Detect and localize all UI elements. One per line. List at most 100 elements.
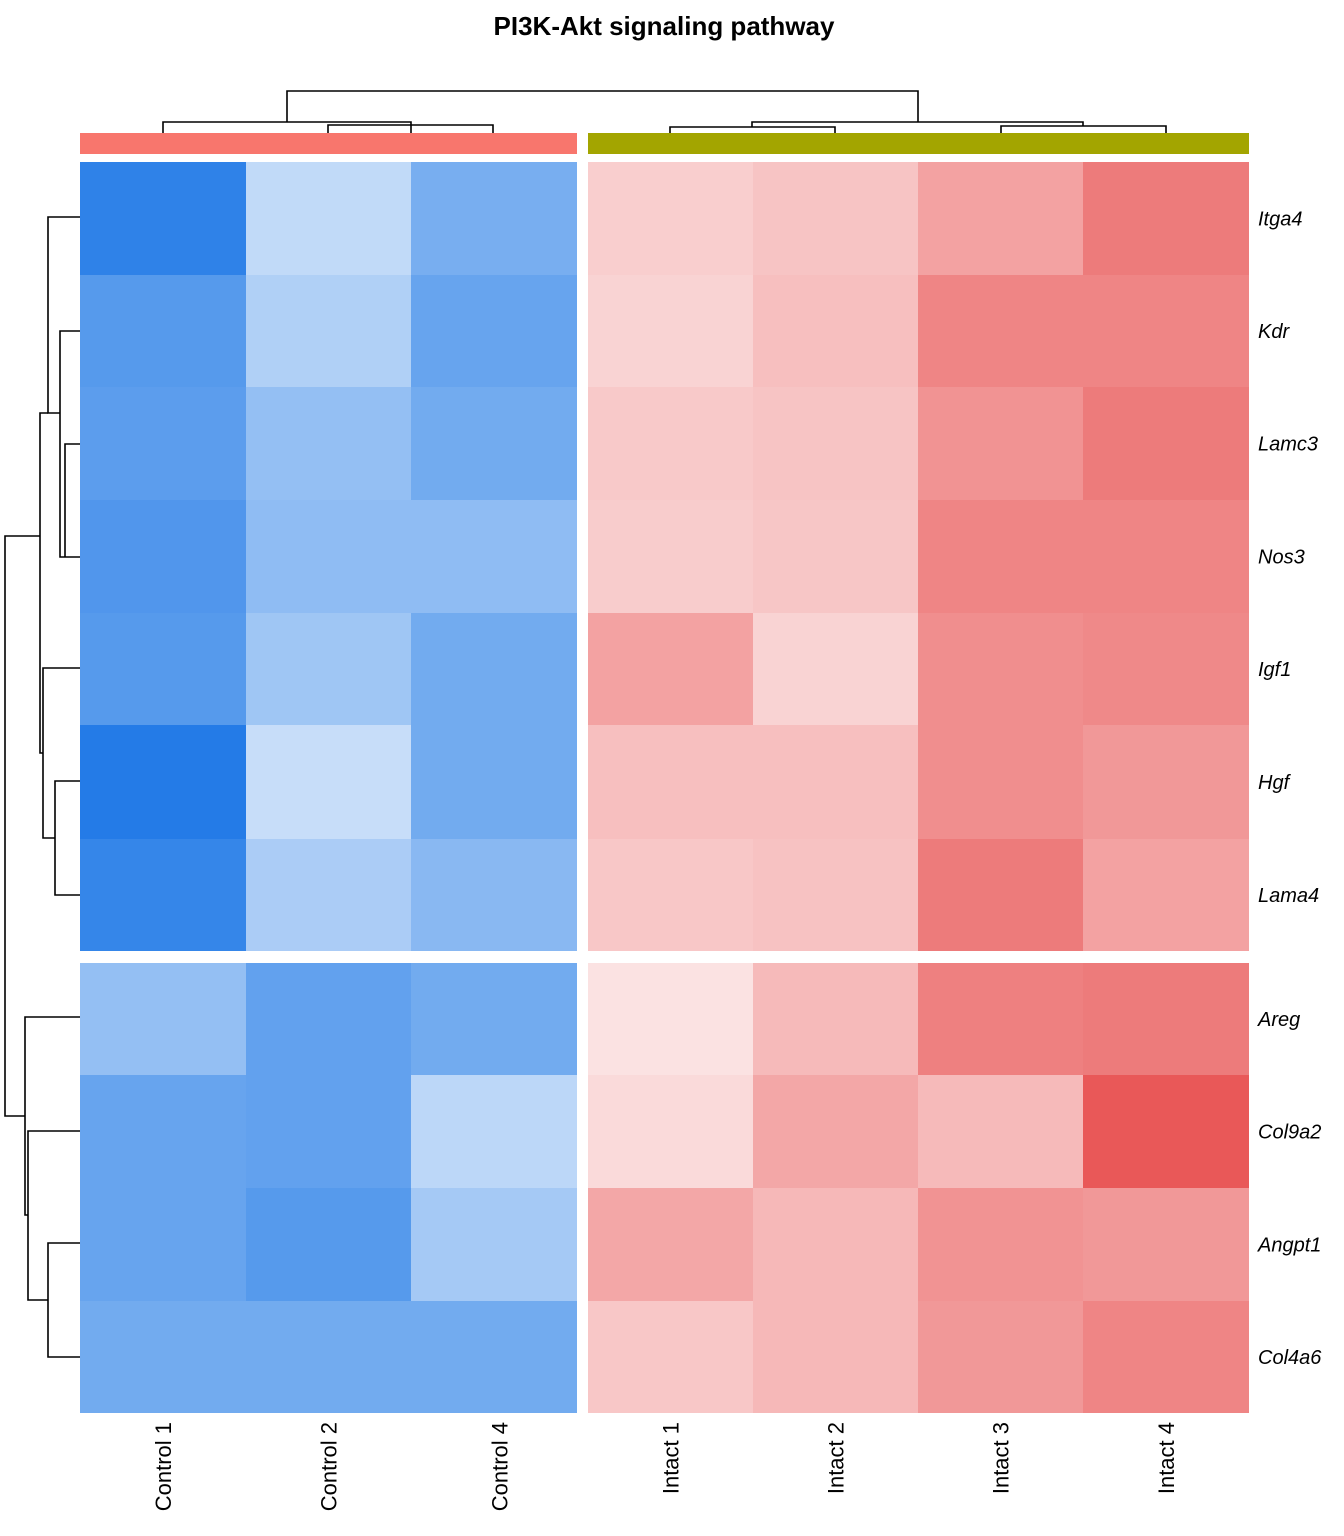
cell-angpt1-intact-2 <box>753 1188 918 1301</box>
cell-lamc3-control-1 <box>80 387 246 500</box>
cell-lamc3-control-4 <box>411 387 588 500</box>
cell-hgf-control-2 <box>246 725 411 839</box>
cell-lamc3-intact-4 <box>1083 387 1249 500</box>
cell-lamc3-intact-2 <box>753 387 918 500</box>
row-label: Col4a6 <box>1258 1347 1322 1369</box>
cell-hgf-intact-4 <box>1083 725 1249 839</box>
cell-angpt1-intact-3 <box>918 1188 1083 1301</box>
cell-areg-intact-3 <box>918 963 1083 1075</box>
cell-kdr-intact-3 <box>918 275 1083 387</box>
annotation-control <box>80 133 577 154</box>
cell-lama4-intact-1 <box>588 839 753 951</box>
cell-angpt1-intact-1 <box>588 1188 753 1301</box>
column-annotation-bar <box>80 133 1249 154</box>
cell-areg-intact-1 <box>588 963 753 1075</box>
cell-lama4-intact-4 <box>1083 839 1249 951</box>
cell-col4a6-intact-2 <box>753 1301 918 1413</box>
row-label: Itga4 <box>1258 209 1302 231</box>
cell-col4a6-control-4 <box>411 1301 588 1413</box>
annotation-intact <box>588 133 1249 154</box>
row-label: Lama4 <box>1258 885 1319 907</box>
column-label: Intact 4 <box>1154 1422 1179 1494</box>
cell-igf1-intact-1 <box>588 613 753 725</box>
column-label: Control 2 <box>317 1422 342 1511</box>
cell-igf1-control-2 <box>246 613 411 725</box>
cell-kdr-intact-2 <box>753 275 918 387</box>
row-label: Kdr <box>1258 321 1290 343</box>
cell-col9a2-intact-3 <box>918 1075 1083 1188</box>
heatmap-cells <box>80 130 1249 1420</box>
column-dendrogram <box>162 90 1167 133</box>
cell-col9a2-control-4 <box>411 1075 588 1188</box>
cell-igf1-intact-4 <box>1083 613 1249 725</box>
cell-kdr-control-1 <box>80 275 246 387</box>
cell-nos3-intact-3 <box>918 500 1083 613</box>
cell-itga4-control-2 <box>246 162 411 275</box>
row-label: Angpt1 <box>1257 1235 1321 1257</box>
cell-angpt1-control-2 <box>246 1188 411 1301</box>
cell-kdr-control-2 <box>246 275 411 387</box>
row-label: Nos3 <box>1258 547 1305 569</box>
cell-nos3-control-2 <box>246 500 411 613</box>
cell-col4a6-intact-1 <box>588 1301 753 1413</box>
row-label: Areg <box>1257 1009 1300 1031</box>
column-label: Intact 2 <box>824 1422 849 1494</box>
cell-lamc3-control-2 <box>246 387 411 500</box>
cell-lamc3-intact-1 <box>588 387 753 500</box>
cell-angpt1-control-1 <box>80 1188 246 1301</box>
cell-hgf-control-1 <box>80 725 246 839</box>
cell-nos3-control-1 <box>80 500 246 613</box>
cell-col9a2-intact-1 <box>588 1075 753 1188</box>
cell-hgf-control-4 <box>411 725 588 839</box>
cell-igf1-intact-3 <box>918 613 1083 725</box>
cell-areg-intact-4 <box>1083 963 1249 1075</box>
column-labels: Control 1 Control 2 Control 4 Intact 1 Intac… <box>151 1422 1179 1511</box>
cell-angpt1-intact-4 <box>1083 1188 1249 1301</box>
cell-itga4-control-1 <box>80 162 246 275</box>
cell-kdr-intact-4 <box>1083 275 1249 387</box>
row-dendrogram <box>4 216 80 1358</box>
chart-title: PI3K-Akt signaling pathway <box>494 11 835 41</box>
cell-itga4-intact-4 <box>1083 162 1249 275</box>
cell-col9a2-intact-4 <box>1083 1075 1249 1188</box>
cell-hgf-intact-1 <box>588 725 753 839</box>
cell-lama4-intact-3 <box>918 839 1083 951</box>
cell-lama4-intact-2 <box>753 839 918 951</box>
cell-col4a6-control-2 <box>246 1301 411 1413</box>
cell-igf1-control-4 <box>411 613 588 725</box>
cell-kdr-intact-1 <box>588 275 753 387</box>
cell-areg-control-2 <box>246 963 411 1075</box>
cell-col9a2-control-1 <box>80 1075 246 1188</box>
cell-nos3-control-4 <box>411 500 588 613</box>
cell-igf1-intact-2 <box>753 613 918 725</box>
cell-itga4-intact-3 <box>918 162 1083 275</box>
cell-areg-intact-2 <box>753 963 918 1075</box>
cell-col4a6-intact-4 <box>1083 1301 1249 1413</box>
cell-col4a6-control-1 <box>80 1301 246 1413</box>
row-label: Lamc3 <box>1258 434 1318 456</box>
cell-itga4-intact-1 <box>588 162 753 275</box>
cell-lama4-control-1 <box>80 839 246 951</box>
cell-lamc3-intact-3 <box>918 387 1083 500</box>
cell-col4a6-intact-3 <box>918 1301 1083 1413</box>
cell-lama4-control-2 <box>246 839 411 951</box>
cell-kdr-control-4 <box>411 275 588 387</box>
cell-igf1-control-1 <box>80 613 246 725</box>
cell-itga4-control-4 <box>411 162 588 275</box>
row-label: Hgf <box>1258 772 1292 794</box>
column-label: Control 4 <box>488 1422 513 1511</box>
row-labels: Itga4 Kdr Lamc3 Nos3 Igf1 Hgf Lama4 Areg Col9a2 A… <box>1257 209 1322 1370</box>
column-label: Intact 1 <box>659 1422 684 1494</box>
cell-hgf-intact-3 <box>918 725 1083 839</box>
row-label: Col9a2 <box>1258 1122 1321 1144</box>
cell-areg-control-4 <box>411 963 588 1075</box>
cell-lama4-control-4 <box>411 839 588 951</box>
column-split-gap <box>577 130 588 1420</box>
cell-col9a2-control-2 <box>246 1075 411 1188</box>
cell-angpt1-control-4 <box>411 1188 588 1301</box>
cell-areg-control-1 <box>80 963 246 1075</box>
cell-nos3-intact-2 <box>753 500 918 613</box>
cell-itga4-intact-2 <box>753 162 918 275</box>
cell-hgf-intact-2 <box>753 725 918 839</box>
